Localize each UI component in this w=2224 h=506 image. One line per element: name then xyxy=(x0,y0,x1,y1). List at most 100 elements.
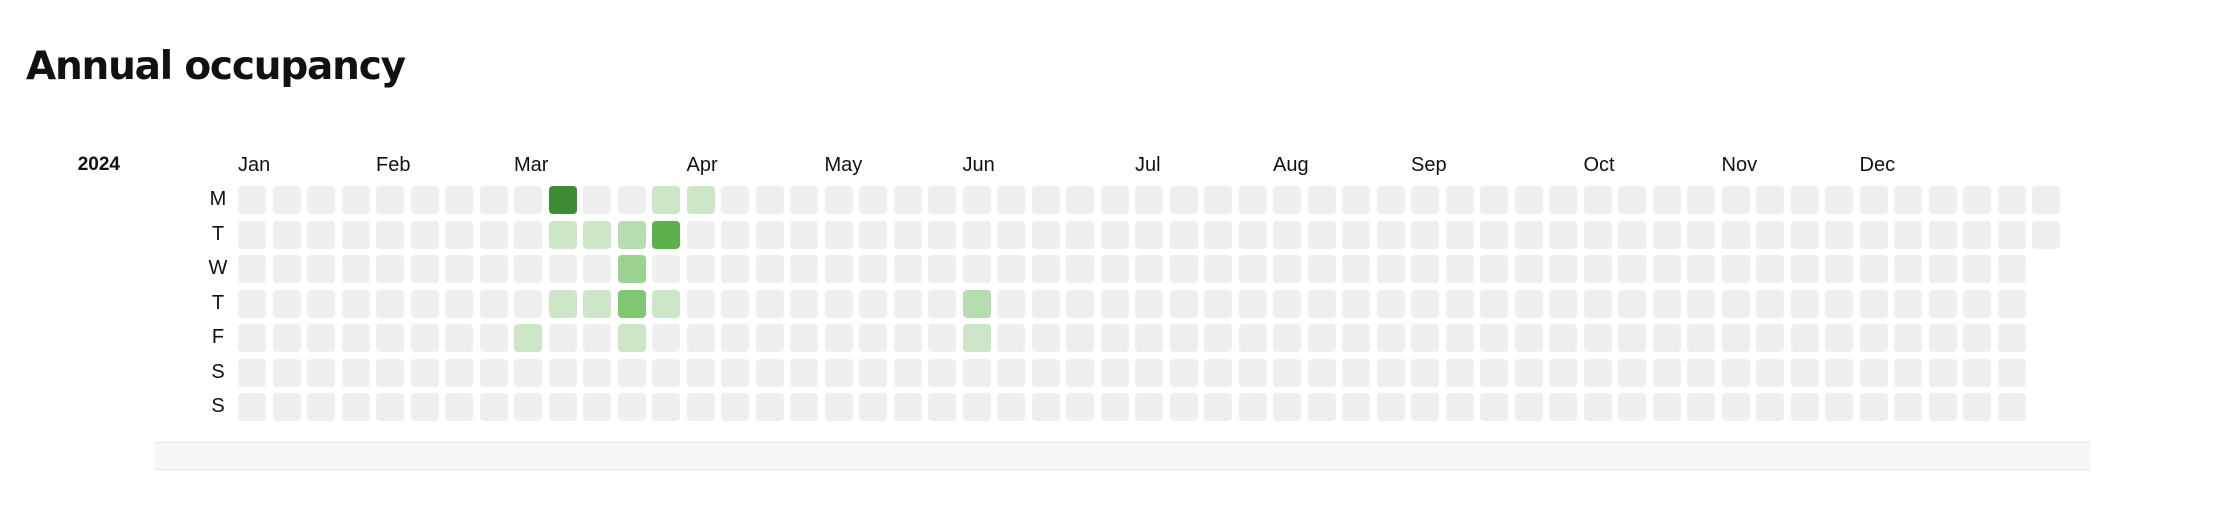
heatmap-cell[interactable] xyxy=(1031,220,1060,249)
heatmap-cell[interactable] xyxy=(548,220,577,249)
heatmap-cell[interactable] xyxy=(1480,324,1508,352)
heatmap-cell[interactable] xyxy=(1445,324,1474,352)
heatmap-cell[interactable] xyxy=(376,358,404,387)
heatmap-cell[interactable] xyxy=(1721,324,1750,352)
heatmap-cell[interactable] xyxy=(1652,393,1681,421)
heatmap-cell[interactable] xyxy=(1997,358,2026,387)
heatmap-cell[interactable] xyxy=(1825,255,1853,283)
heatmap-cell[interactable] xyxy=(1514,220,1543,249)
heatmap-cell[interactable] xyxy=(410,186,439,214)
heatmap-cell[interactable] xyxy=(1721,186,1750,214)
heatmap-cell[interactable] xyxy=(1583,358,1612,387)
heatmap-cell[interactable] xyxy=(1652,324,1681,352)
heatmap-cell[interactable] xyxy=(514,255,542,283)
heatmap-cell[interactable] xyxy=(1549,289,1577,318)
heatmap-cell[interactable] xyxy=(790,393,818,421)
heatmap-cell[interactable] xyxy=(1376,220,1405,249)
heatmap-cell[interactable] xyxy=(1963,255,1991,283)
heatmap-cell[interactable] xyxy=(445,255,473,283)
heatmap-cell[interactable] xyxy=(1031,393,1060,421)
heatmap-cell[interactable] xyxy=(1721,289,1750,318)
heatmap-cell[interactable] xyxy=(1928,220,1957,249)
heatmap-cell[interactable] xyxy=(1790,255,1819,283)
heatmap-cell[interactable] xyxy=(893,289,922,318)
heatmap-cell[interactable] xyxy=(1825,358,1853,387)
heatmap-cell[interactable] xyxy=(721,324,749,352)
heatmap-cell[interactable] xyxy=(997,324,1025,352)
heatmap-cell[interactable] xyxy=(1445,220,1474,249)
heatmap-cell[interactable] xyxy=(1445,393,1474,421)
heatmap-cell[interactable] xyxy=(1307,393,1336,421)
heatmap-cell[interactable] xyxy=(1273,255,1301,283)
heatmap-cell[interactable] xyxy=(721,220,749,249)
heatmap-cell[interactable] xyxy=(790,220,818,249)
heatmap-cell[interactable] xyxy=(341,289,370,318)
heatmap-cell[interactable] xyxy=(1825,393,1853,421)
heatmap-cell[interactable] xyxy=(376,324,404,352)
heatmap-cell[interactable] xyxy=(617,393,646,421)
heatmap-cell[interactable] xyxy=(341,324,370,352)
heatmap-cell[interactable] xyxy=(341,393,370,421)
heatmap-cell[interactable] xyxy=(1997,255,2026,283)
heatmap-cell[interactable] xyxy=(1825,289,1853,318)
heatmap-cell[interactable] xyxy=(859,289,887,318)
heatmap-cell[interactable] xyxy=(1687,220,1715,249)
heatmap-cell[interactable] xyxy=(1514,186,1543,214)
heatmap-cell[interactable] xyxy=(1756,324,1784,352)
heatmap-cell[interactable] xyxy=(1135,289,1163,318)
heatmap-cell[interactable] xyxy=(272,358,301,387)
heatmap-cell[interactable] xyxy=(1963,358,1991,387)
heatmap-cell[interactable] xyxy=(1169,220,1198,249)
heatmap-cell[interactable] xyxy=(1928,393,1957,421)
heatmap-cell[interactable] xyxy=(962,186,991,214)
heatmap-cell[interactable] xyxy=(1031,289,1060,318)
heatmap-cell[interactable] xyxy=(1445,186,1474,214)
heatmap-cell[interactable] xyxy=(479,289,508,318)
heatmap-cell[interactable] xyxy=(1480,186,1508,214)
heatmap-cell[interactable] xyxy=(962,289,991,318)
heatmap-cell[interactable] xyxy=(445,393,473,421)
heatmap-cell[interactable] xyxy=(1135,220,1163,249)
heatmap-cell[interactable] xyxy=(652,255,680,283)
heatmap-cell[interactable] xyxy=(1618,220,1646,249)
heatmap-cell[interactable] xyxy=(307,358,335,387)
heatmap-cell[interactable] xyxy=(376,220,404,249)
heatmap-cell[interactable] xyxy=(307,220,335,249)
heatmap-cell[interactable] xyxy=(376,255,404,283)
heatmap-cell[interactable] xyxy=(1066,289,1094,318)
heatmap-cell[interactable] xyxy=(479,255,508,283)
heatmap-cell[interactable] xyxy=(238,220,266,249)
heatmap-cell[interactable] xyxy=(1652,255,1681,283)
heatmap-cell[interactable] xyxy=(928,358,956,387)
heatmap-cell[interactable] xyxy=(1376,324,1405,352)
heatmap-cell[interactable] xyxy=(1583,324,1612,352)
heatmap-cell[interactable] xyxy=(548,255,577,283)
heatmap-cell[interactable] xyxy=(1376,186,1405,214)
heatmap-cell[interactable] xyxy=(1583,393,1612,421)
heatmap-cell[interactable] xyxy=(479,358,508,387)
heatmap-cell[interactable] xyxy=(583,186,611,214)
heatmap-cell[interactable] xyxy=(1963,186,1991,214)
heatmap-cell[interactable] xyxy=(928,220,956,249)
heatmap-cell[interactable] xyxy=(1928,255,1957,283)
heatmap-cell[interactable] xyxy=(721,358,749,387)
heatmap-cell[interactable] xyxy=(272,393,301,421)
heatmap-cell[interactable] xyxy=(790,324,818,352)
heatmap-cell[interactable] xyxy=(859,255,887,283)
heatmap-cell[interactable] xyxy=(1790,393,1819,421)
heatmap-cell[interactable] xyxy=(962,220,991,249)
heatmap-cell[interactable] xyxy=(1031,324,1060,352)
heatmap-cell[interactable] xyxy=(1204,358,1232,387)
heatmap-cell[interactable] xyxy=(1687,289,1715,318)
heatmap-cell[interactable] xyxy=(721,393,749,421)
heatmap-cell[interactable] xyxy=(997,220,1025,249)
heatmap-cell[interactable] xyxy=(859,324,887,352)
heatmap-cell[interactable] xyxy=(410,358,439,387)
heatmap-cell[interactable] xyxy=(1273,289,1301,318)
heatmap-cell[interactable] xyxy=(721,186,749,214)
heatmap-cell[interactable] xyxy=(1100,393,1129,421)
heatmap-cell[interactable] xyxy=(376,289,404,318)
heatmap-cell[interactable] xyxy=(1066,220,1094,249)
heatmap-cell[interactable] xyxy=(238,255,266,283)
heatmap-cell[interactable] xyxy=(1652,220,1681,249)
